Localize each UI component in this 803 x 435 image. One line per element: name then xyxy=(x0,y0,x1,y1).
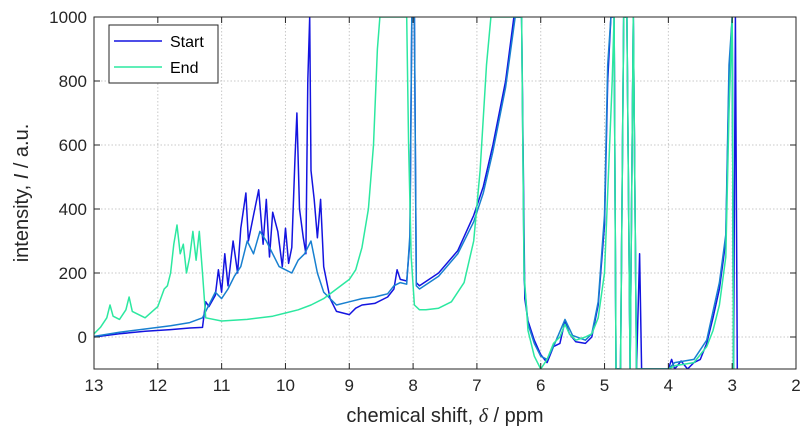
y-axis-label-symbol: I xyxy=(11,173,33,179)
x-tick-label: 5 xyxy=(600,376,609,395)
x-axis-label-symbol: δ xyxy=(479,405,489,427)
legend: Start End xyxy=(108,24,219,84)
x-tick-label: 11 xyxy=(213,376,231,395)
x-tick-label: 7 xyxy=(472,376,481,395)
x-tick-label: 8 xyxy=(408,376,417,395)
x-tick-label: 13 xyxy=(85,376,104,395)
x-tick-label: 9 xyxy=(345,376,354,395)
y-axis-ticks: 1000 800 600 400 200 0 xyxy=(49,8,796,347)
x-tick-label: 2 xyxy=(791,376,800,395)
y-axis-label-prefix: intensity, xyxy=(11,179,33,262)
x-axis-label-prefix: chemical shift, xyxy=(346,405,478,427)
x-tick-label: 4 xyxy=(664,376,673,395)
y-tick-label: 1000 xyxy=(49,8,87,27)
y-tick-label: 600 xyxy=(59,136,87,155)
x-axis-label: chemical shift, δ / ppm xyxy=(346,405,543,427)
x-tick-label: 12 xyxy=(148,376,167,395)
y-tick-label: 200 xyxy=(59,264,87,283)
series-line-end xyxy=(94,17,735,369)
legend-label-start: Start xyxy=(170,34,204,51)
x-axis-label-unit: / ppm xyxy=(488,405,544,427)
y-tick-label: 800 xyxy=(59,72,87,91)
x-tick-label: 6 xyxy=(536,376,545,395)
y-tick-label: 0 xyxy=(78,328,87,347)
y-tick-label: 400 xyxy=(59,200,87,219)
y-axis-label: intensity, I / a.u. xyxy=(11,124,33,263)
x-tick-label: 3 xyxy=(727,376,736,395)
x-tick-label: 10 xyxy=(276,376,295,395)
plot-frame xyxy=(93,16,797,370)
y-axis-label-unit: / a.u. xyxy=(11,124,33,174)
legend-label-end: End xyxy=(170,60,198,77)
data-series xyxy=(94,17,739,369)
x-axis-ticks: 13 12 11 10 9 8 7 6 5 4 3 2 xyxy=(85,17,801,395)
legend-box xyxy=(108,24,219,84)
series-line-start xyxy=(94,17,739,369)
